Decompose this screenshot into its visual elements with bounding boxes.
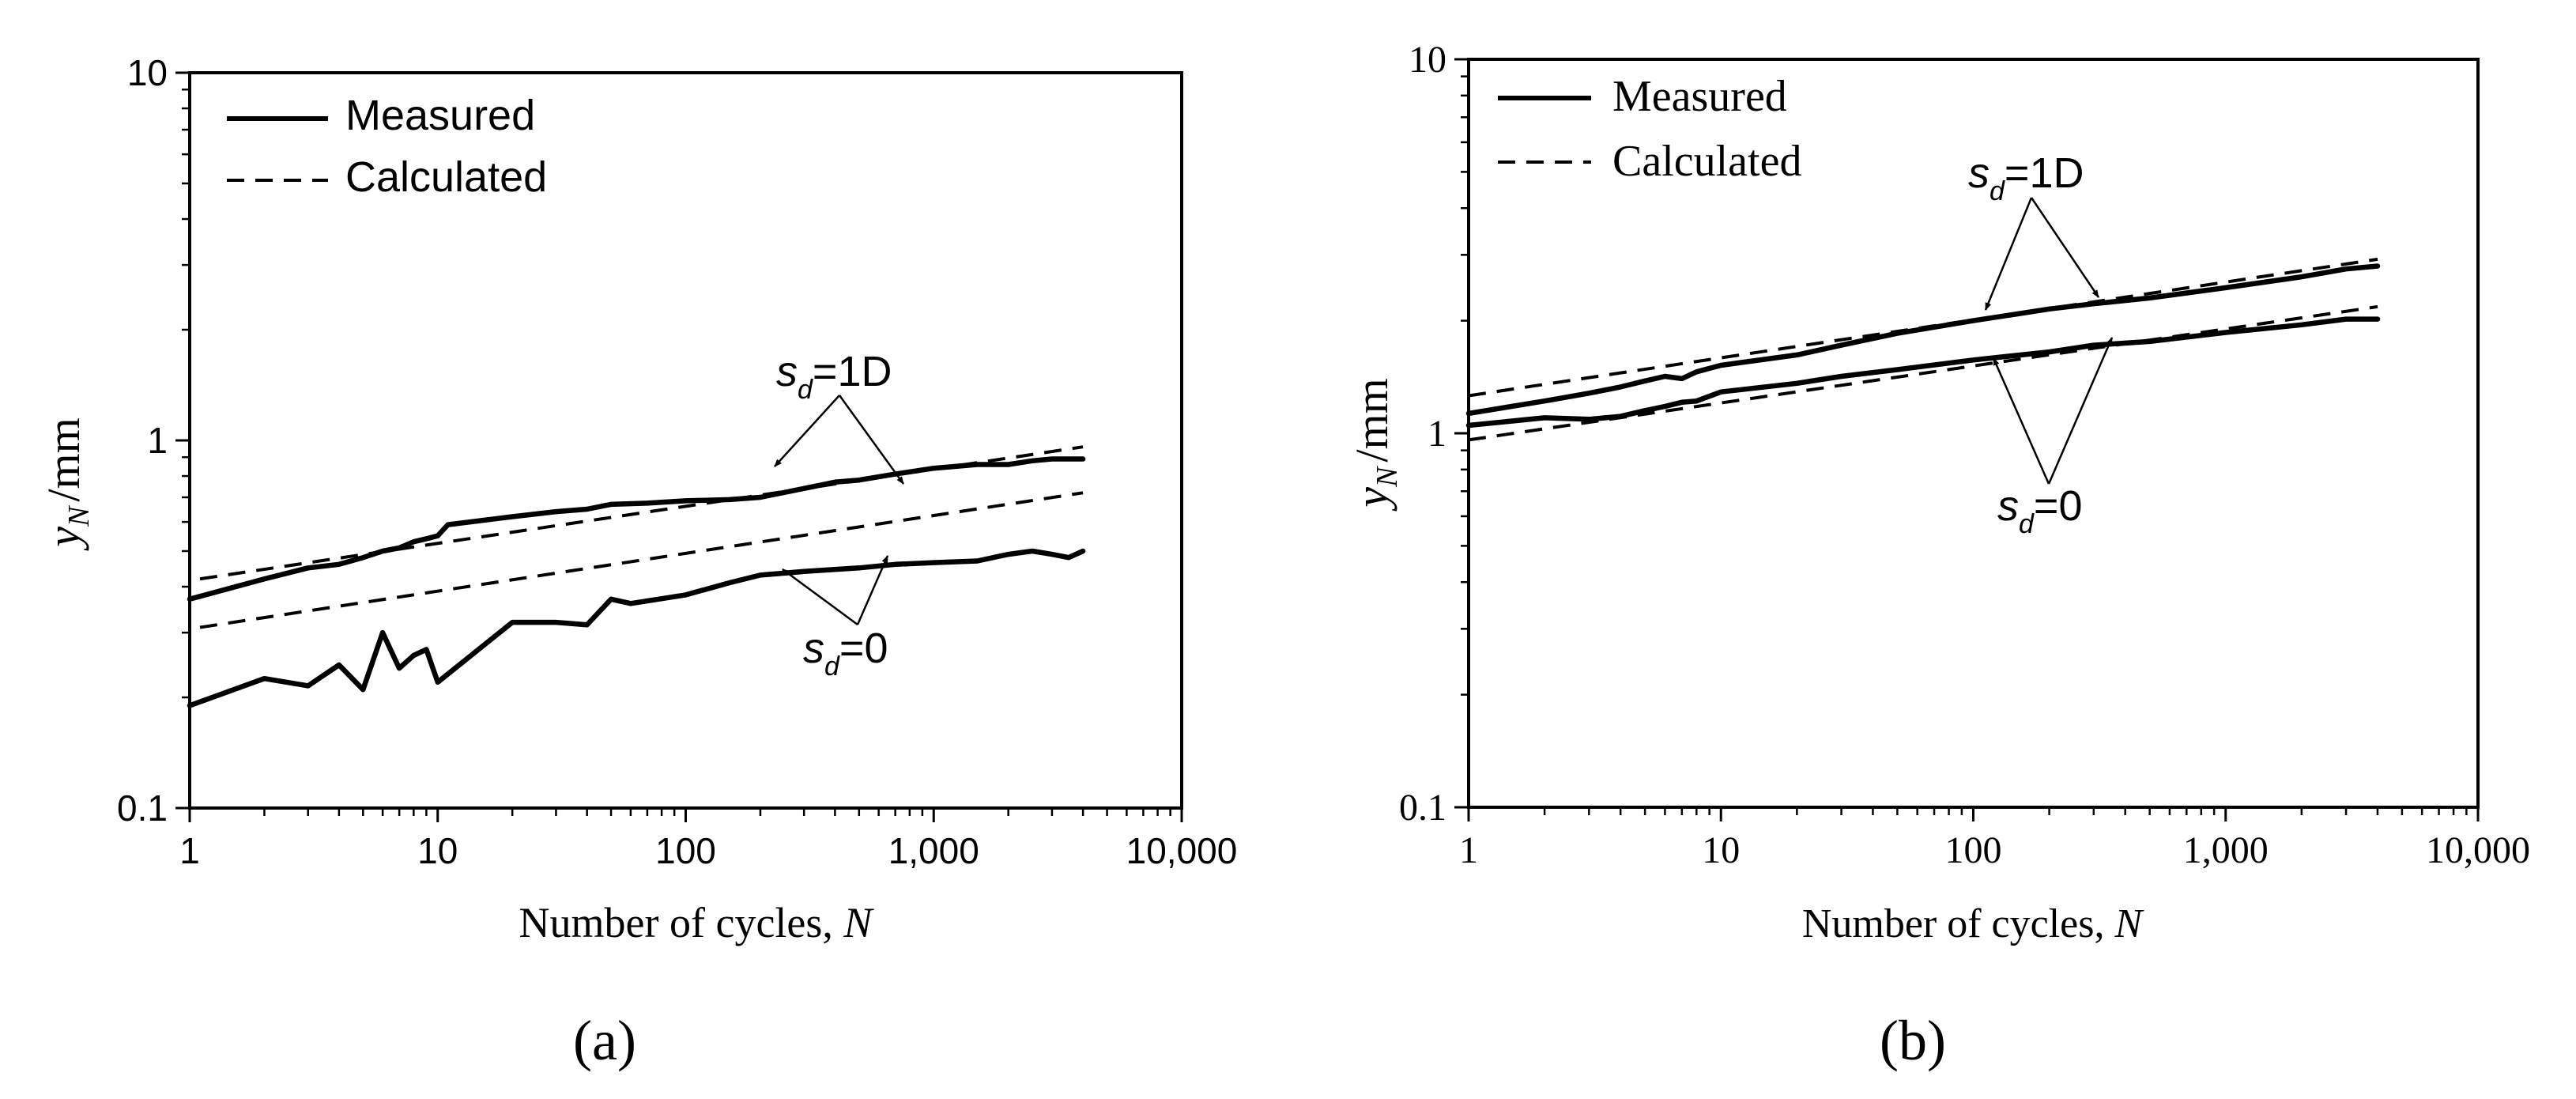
annotation-sd-1d-a: sd=1D — [774, 348, 905, 485]
y-axis-title-b: yN/mm — [1346, 378, 1404, 511]
annotation-arrow-1d-right-a — [838, 395, 905, 485]
legend-measured-label-b: Measured — [1612, 72, 1787, 121]
series-line-measured-s-d-1d-a — [187, 456, 1086, 602]
x-axis-a: 1 10 100 1,000 10,000 — [179, 808, 1237, 871]
y-tick-label: 10 — [127, 52, 168, 93]
y-axis-a: 0.1 1 10 — [117, 52, 190, 829]
y-tick-label: 1 — [1428, 413, 1446, 455]
x-tick-label: 10,000 — [2426, 829, 2530, 871]
annotation-arrow-0-right-b — [2047, 337, 2114, 485]
legend-measured-label-a: Measured — [345, 92, 535, 139]
series-group-b — [1465, 257, 2381, 442]
annotation-sub: d — [2019, 509, 2035, 539]
y-tick-label: 0.1 — [117, 787, 168, 829]
panel-label-b: (b) — [1880, 1009, 1946, 1072]
annotation-value: =1D — [813, 348, 892, 395]
legend-calculated-label-a: Calculated — [345, 153, 547, 201]
y-tick-label: 0.1 — [1399, 787, 1446, 829]
legend-a: Measured Calculated — [227, 92, 547, 201]
annotation-value: =0 — [2034, 482, 2083, 530]
annotation-arrow-0-right-a — [856, 555, 889, 625]
svg-text:sd=0: sd=0 — [1997, 482, 2083, 539]
annotation-arrow-1d-left-b — [1984, 197, 2033, 311]
x-tick-label: 10 — [417, 830, 458, 871]
annotation-arrow-0-left-b — [1992, 357, 2050, 485]
svg-text:yN/mm: yN/mm — [38, 417, 96, 550]
svg-text:sd=1D: sd=1D — [776, 348, 892, 405]
legend-b: Measured Calculated — [1498, 72, 1801, 186]
x-axis-b: 1 10 100 1,000 10,000 — [1459, 807, 2530, 871]
x-tick-label: 1 — [179, 830, 200, 871]
y-axis-b: 0.1 1 10 — [1399, 39, 1469, 829]
x-tick-label: 1,000 — [888, 830, 979, 871]
x-tick-label: 1 — [1459, 829, 1478, 871]
series-line-measured-s-d-1d-b — [1465, 263, 2381, 417]
annotation-sub: d — [824, 651, 840, 682]
annotation-var: s — [803, 625, 824, 672]
annotation-var: s — [1997, 482, 2019, 530]
annotation-value: =1D — [2005, 149, 2084, 197]
x-tick-label: 10 — [1702, 829, 1740, 871]
annotation-sub: d — [798, 375, 813, 405]
panel-label-a: (a) — [573, 1009, 636, 1072]
x-tick-label: 1,000 — [2183, 829, 2269, 871]
chart-panel-b: 1 10 100 1,000 10,000 0.1 1 10 Measured Calcul… — [1346, 39, 2530, 1072]
series-line-measured-s-d-0-a — [187, 548, 1086, 708]
svg-text:sd=0: sd=0 — [803, 625, 888, 682]
annotation-sd-1d-b: sd=1D — [1968, 149, 2100, 311]
annotation-sd-0-b: sd=0 — [1992, 337, 2114, 539]
series-line-calculated-s-d-0-a — [199, 491, 1084, 629]
series-group-a — [187, 445, 1086, 708]
x-tick-label: 10,000 — [1126, 830, 1238, 871]
y-tick-label: 1 — [147, 420, 168, 461]
svg-text:yN/mm: yN/mm — [1346, 378, 1404, 511]
x-axis-title-a: Number of cycles, N — [519, 899, 875, 946]
annotation-var: s — [776, 348, 798, 395]
series-line-measured-s-d-0-b — [1465, 316, 2381, 429]
legend-calculated-label-b: Calculated — [1612, 137, 1801, 186]
series-line-calculated-s-d-1d-b — [1468, 257, 2378, 398]
x-tick-label: 100 — [655, 830, 716, 871]
x-tick-label: 100 — [1945, 829, 2002, 871]
x-axis-title-b: Number of cycles, N — [1802, 901, 2145, 946]
annotation-value: =0 — [839, 625, 888, 672]
plot-frame-a — [188, 71, 1183, 810]
series-line-calculated-s-d-0-b — [1468, 304, 2378, 442]
annotation-arrow-1d-right-b — [2030, 197, 2100, 298]
series-line-calculated-s-d-1d-a — [199, 445, 1084, 581]
annotation-var: s — [1968, 149, 1990, 197]
annotation-arrow-0-left-a — [782, 568, 858, 626]
y-axis-title-a: yN/mm — [38, 417, 96, 550]
annotation-sub: d — [1990, 176, 2005, 206]
annotation-arrow-1d-left-a — [774, 395, 840, 467]
svg-text:sd=1D: sd=1D — [1968, 149, 2084, 206]
y-tick-label: 10 — [1409, 39, 1446, 81]
annotation-sd-0-a: sd=0 — [782, 555, 889, 682]
chart-panel-a: 1 10 100 1,000 10,000 0.1 1 10 Measured Calcul… — [38, 52, 1237, 1072]
